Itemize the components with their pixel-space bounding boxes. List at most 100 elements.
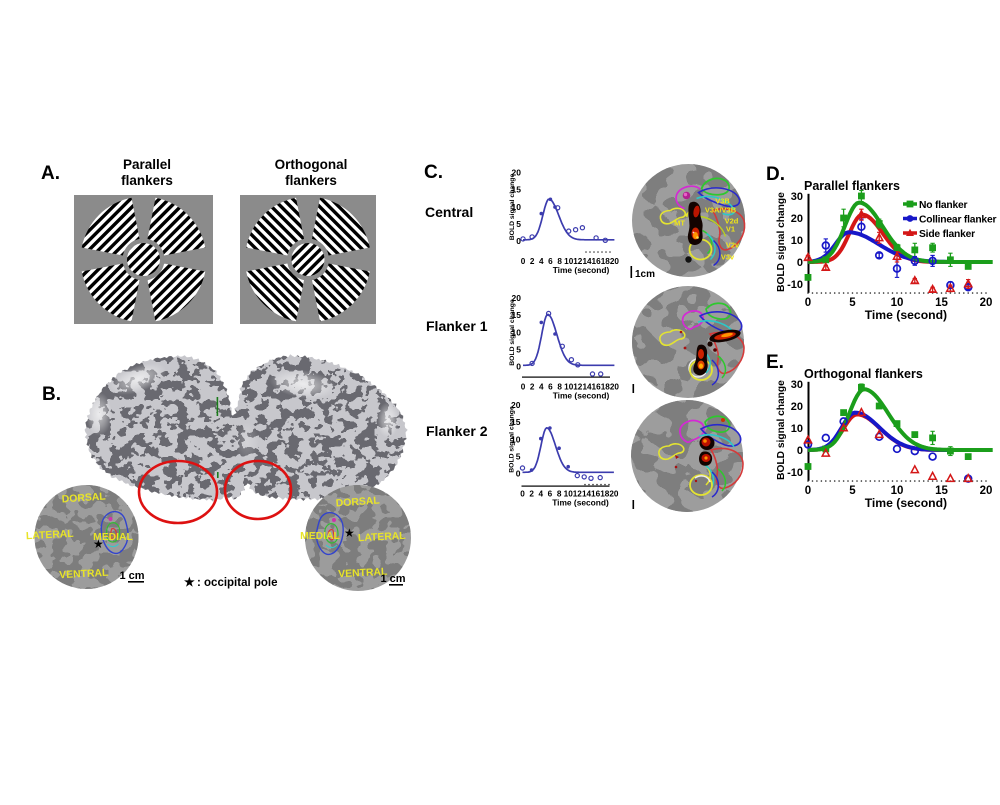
svg-text:2: 2 xyxy=(530,257,535,266)
svg-text:5: 5 xyxy=(849,297,856,309)
svg-text:4: 4 xyxy=(539,383,544,392)
svg-text:B.: B. xyxy=(42,384,61,405)
svg-text:2: 2 xyxy=(529,490,534,499)
svg-text:V2d: V2d xyxy=(725,217,739,226)
svg-text:30: 30 xyxy=(791,379,803,391)
svg-text:16: 16 xyxy=(592,383,602,392)
svg-text:V3B: V3B xyxy=(715,197,730,206)
svg-text:1 cm: 1 cm xyxy=(119,570,144,582)
svg-text:Orthogonal flankers: Orthogonal flankers xyxy=(804,367,923,381)
svg-text:8: 8 xyxy=(557,257,562,266)
svg-text:14: 14 xyxy=(582,383,592,392)
svg-text:MEDIAL: MEDIAL xyxy=(300,531,340,542)
svg-text:10: 10 xyxy=(512,202,522,212)
svg-text:20: 20 xyxy=(980,485,993,497)
svg-text:Flanker 1: Flanker 1 xyxy=(426,318,488,334)
svg-text:MEDIAL: MEDIAL xyxy=(93,532,133,543)
svg-text:BOLD signal change: BOLD signal change xyxy=(776,380,787,480)
svg-text:C.: C. xyxy=(424,162,443,183)
svg-text:D.: D. xyxy=(766,164,785,185)
svg-text:Parallel: Parallel xyxy=(123,157,171,172)
svg-text:V3A/V3B: V3A/V3B xyxy=(705,206,737,215)
svg-text:No flanker: No flanker xyxy=(919,200,968,211)
svg-text:18: 18 xyxy=(601,257,611,266)
svg-text:LATERAL: LATERAL xyxy=(26,529,75,543)
svg-text:20: 20 xyxy=(610,257,620,266)
svg-text:LATERAL: LATERAL xyxy=(358,531,407,545)
svg-text:0: 0 xyxy=(797,257,803,269)
svg-text:★: ★ xyxy=(184,575,195,589)
svg-text:16: 16 xyxy=(592,257,602,266)
svg-text:10: 10 xyxy=(564,490,574,499)
svg-text:0: 0 xyxy=(521,383,526,392)
svg-text:0: 0 xyxy=(805,297,811,309)
svg-text:5: 5 xyxy=(516,344,521,354)
svg-text:20: 20 xyxy=(791,213,803,225)
svg-text:18: 18 xyxy=(601,383,611,392)
svg-text:10: 10 xyxy=(891,297,904,309)
svg-text:Flanker 2: Flanker 2 xyxy=(426,423,488,439)
svg-text:5: 5 xyxy=(849,485,856,497)
svg-text:0: 0 xyxy=(797,445,803,457)
svg-text:6: 6 xyxy=(548,257,553,266)
svg-text:15: 15 xyxy=(935,485,948,497)
svg-text:Orthogonal: Orthogonal xyxy=(275,157,348,172)
svg-text:12: 12 xyxy=(573,490,583,499)
svg-text:5: 5 xyxy=(516,219,521,229)
svg-text:6: 6 xyxy=(548,383,553,392)
svg-text:0: 0 xyxy=(520,490,525,499)
svg-text:14: 14 xyxy=(582,490,592,499)
svg-text:10: 10 xyxy=(564,383,574,392)
svg-text:BOLD signal change: BOLD signal change xyxy=(776,192,787,292)
svg-text:14: 14 xyxy=(582,257,592,266)
svg-text:30: 30 xyxy=(791,191,803,203)
svg-text:V2v: V2v xyxy=(726,241,740,250)
svg-text:5: 5 xyxy=(516,451,521,461)
svg-text:20: 20 xyxy=(609,490,619,499)
svg-text:8: 8 xyxy=(557,383,562,392)
svg-text:★: ★ xyxy=(93,537,104,551)
svg-text:BOLD signal change: BOLD signal change xyxy=(509,299,516,366)
svg-text:★: ★ xyxy=(344,526,355,540)
svg-text:Time (second): Time (second) xyxy=(553,265,610,275)
svg-text:10: 10 xyxy=(511,434,521,444)
svg-text:0: 0 xyxy=(805,485,811,497)
svg-text:Collinear flanker: Collinear flanker xyxy=(919,215,996,226)
svg-text:Time (second): Time (second) xyxy=(865,308,947,322)
svg-text:Parallel flankers: Parallel flankers xyxy=(804,179,900,193)
svg-text:VENTRAL: VENTRAL xyxy=(338,567,388,581)
svg-text:Time (second): Time (second) xyxy=(865,496,947,510)
svg-text:20: 20 xyxy=(980,297,993,309)
svg-text:V3v: V3v xyxy=(721,253,735,262)
svg-text:4: 4 xyxy=(539,257,544,266)
svg-text:0: 0 xyxy=(516,469,521,479)
svg-text:20: 20 xyxy=(791,401,803,413)
svg-text:flankers: flankers xyxy=(121,173,173,188)
svg-text:10: 10 xyxy=(791,423,803,435)
svg-text:10: 10 xyxy=(891,485,904,497)
svg-text:flankers: flankers xyxy=(285,173,337,188)
svg-text:0: 0 xyxy=(516,362,521,372)
svg-text:10: 10 xyxy=(791,235,803,247)
svg-text:Side flanker: Side flanker xyxy=(919,229,975,240)
svg-text:20: 20 xyxy=(512,168,522,178)
svg-text:1 cm: 1 cm xyxy=(380,573,405,585)
svg-text:-10: -10 xyxy=(787,467,803,479)
svg-text:VENTRAL: VENTRAL xyxy=(59,568,109,582)
svg-text:MT: MT xyxy=(674,219,685,228)
svg-text:12: 12 xyxy=(573,383,583,392)
svg-text:4: 4 xyxy=(539,490,544,499)
svg-text:20: 20 xyxy=(512,293,522,303)
svg-text:20: 20 xyxy=(610,383,620,392)
svg-text:BOLD signal change: BOLD signal change xyxy=(509,174,516,241)
svg-text:16: 16 xyxy=(591,490,601,499)
svg-text:Time (second): Time (second) xyxy=(553,391,610,401)
svg-text:15: 15 xyxy=(511,417,521,427)
svg-text:1cm: 1cm xyxy=(635,269,655,280)
svg-text:20: 20 xyxy=(511,400,521,410)
svg-text:2: 2 xyxy=(530,383,535,392)
svg-text:6: 6 xyxy=(548,490,553,499)
svg-text:18: 18 xyxy=(600,490,610,499)
svg-text:A.: A. xyxy=(41,163,60,184)
svg-text:8: 8 xyxy=(557,490,562,499)
